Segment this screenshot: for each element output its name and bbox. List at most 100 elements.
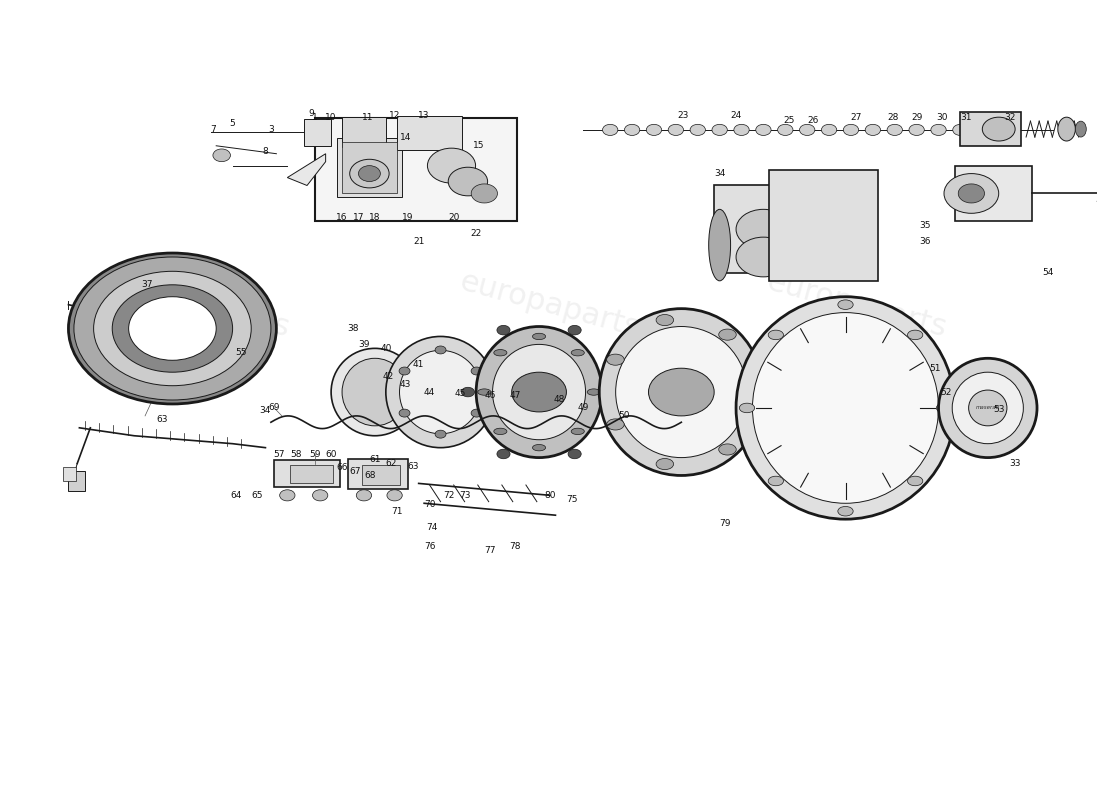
- Ellipse shape: [838, 506, 854, 516]
- Ellipse shape: [768, 330, 783, 340]
- Text: 68: 68: [365, 471, 376, 480]
- Text: 44: 44: [424, 387, 436, 397]
- Text: 7: 7: [210, 126, 216, 134]
- Ellipse shape: [708, 210, 730, 281]
- Text: 3: 3: [268, 126, 274, 134]
- Text: 18: 18: [370, 213, 381, 222]
- Ellipse shape: [752, 313, 938, 503]
- Text: 48: 48: [553, 395, 564, 405]
- Bar: [337, 138, 403, 198]
- Circle shape: [129, 297, 217, 360]
- Ellipse shape: [656, 314, 673, 326]
- Ellipse shape: [969, 390, 1006, 426]
- Text: europaparts: europaparts: [763, 266, 949, 342]
- Circle shape: [822, 124, 837, 135]
- Text: 60: 60: [326, 450, 337, 458]
- Ellipse shape: [587, 389, 601, 395]
- Circle shape: [356, 490, 372, 501]
- Bar: [342, 117, 386, 147]
- Circle shape: [350, 159, 389, 188]
- Circle shape: [279, 490, 295, 501]
- Circle shape: [734, 124, 749, 135]
- Text: 8: 8: [263, 147, 268, 156]
- Text: 59: 59: [309, 450, 320, 458]
- Ellipse shape: [476, 326, 602, 458]
- Circle shape: [312, 490, 328, 501]
- Circle shape: [736, 237, 791, 277]
- Text: 15: 15: [473, 142, 485, 150]
- Ellipse shape: [739, 403, 755, 413]
- Ellipse shape: [616, 326, 747, 458]
- Ellipse shape: [342, 358, 408, 426]
- Text: 45: 45: [454, 389, 466, 398]
- Circle shape: [982, 117, 1015, 141]
- Text: 37: 37: [142, 280, 153, 290]
- Circle shape: [461, 387, 474, 397]
- Text: 73: 73: [459, 491, 471, 500]
- Circle shape: [887, 124, 902, 135]
- Text: 5: 5: [230, 119, 235, 128]
- Circle shape: [568, 450, 581, 458]
- Circle shape: [399, 367, 410, 375]
- Ellipse shape: [494, 350, 507, 356]
- Ellipse shape: [386, 337, 495, 448]
- Text: 47: 47: [509, 390, 520, 400]
- Ellipse shape: [953, 372, 1023, 444]
- Text: 28: 28: [887, 114, 899, 122]
- Text: 50: 50: [618, 411, 630, 420]
- Ellipse shape: [477, 389, 491, 395]
- Ellipse shape: [399, 350, 482, 434]
- Text: 36: 36: [920, 237, 931, 246]
- Text: 74: 74: [426, 522, 438, 532]
- Text: 22: 22: [470, 229, 481, 238]
- Text: 39: 39: [359, 340, 370, 349]
- Circle shape: [68, 253, 276, 404]
- Bar: [68, 471, 85, 491]
- Circle shape: [975, 124, 990, 135]
- Text: 33: 33: [1010, 459, 1021, 468]
- Circle shape: [112, 285, 232, 372]
- Text: 57: 57: [273, 450, 284, 458]
- Bar: [362, 465, 400, 485]
- Circle shape: [958, 184, 984, 203]
- Circle shape: [213, 149, 230, 162]
- Bar: [274, 459, 340, 487]
- Text: 46: 46: [484, 390, 495, 400]
- Circle shape: [471, 409, 482, 417]
- Text: maserati: maserati: [976, 406, 1000, 410]
- Text: 49: 49: [578, 403, 588, 413]
- Circle shape: [944, 174, 999, 214]
- Bar: [955, 166, 1032, 222]
- Circle shape: [844, 124, 859, 135]
- Text: 40: 40: [381, 344, 392, 353]
- Text: 34: 34: [260, 406, 271, 415]
- Text: 31: 31: [960, 114, 971, 122]
- Text: 62: 62: [386, 459, 397, 468]
- Text: 69: 69: [268, 403, 279, 413]
- Text: 79: 79: [719, 518, 730, 528]
- Bar: [397, 116, 462, 150]
- Circle shape: [94, 271, 251, 386]
- Ellipse shape: [571, 428, 584, 434]
- Polygon shape: [769, 170, 878, 281]
- Text: 75: 75: [566, 495, 578, 504]
- Text: 10: 10: [326, 114, 337, 122]
- Circle shape: [471, 367, 482, 375]
- Circle shape: [436, 430, 446, 438]
- Text: 58: 58: [290, 450, 301, 458]
- Text: 77: 77: [484, 546, 496, 555]
- Text: 55: 55: [235, 348, 248, 357]
- Ellipse shape: [600, 309, 763, 475]
- Ellipse shape: [736, 297, 955, 519]
- Circle shape: [436, 346, 446, 354]
- Ellipse shape: [532, 334, 546, 340]
- Circle shape: [813, 233, 857, 265]
- Circle shape: [778, 124, 793, 135]
- Ellipse shape: [782, 178, 810, 273]
- Text: 64: 64: [230, 491, 242, 500]
- Ellipse shape: [838, 300, 854, 310]
- Text: 63: 63: [407, 462, 419, 471]
- Circle shape: [387, 490, 403, 501]
- Text: 13: 13: [418, 111, 430, 120]
- Ellipse shape: [1076, 121, 1087, 137]
